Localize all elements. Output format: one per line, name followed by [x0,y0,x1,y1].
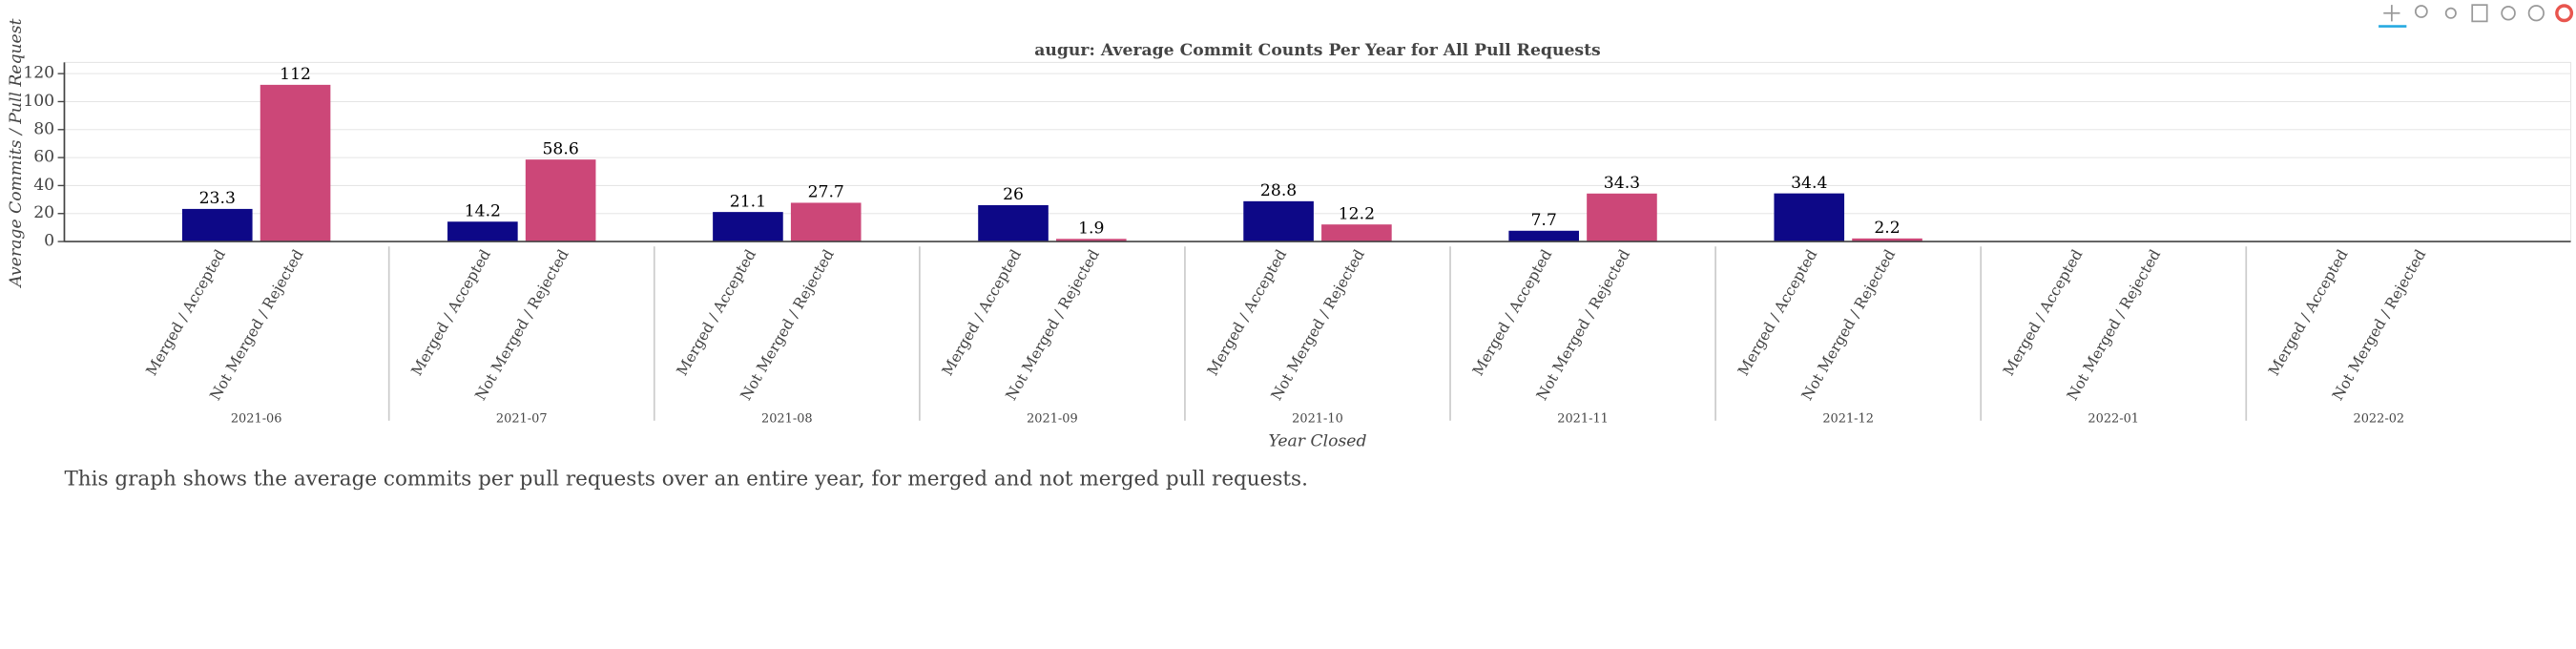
x-tick-label: Merged / Accepted [674,246,759,378]
value-label: 34.3 [1604,174,1640,193]
help-tool[interactable] [2527,5,2545,22]
y-tick-label: 60 [33,148,54,167]
x-axis-label: Year Closed [1268,432,1366,451]
bar [978,204,1049,242]
value-label: 26 [1003,185,1024,204]
x-group-label: 2021-12 [1822,411,1874,426]
bokeh-logo[interactable] [2555,4,2574,23]
value-label: 21.1 [730,192,766,211]
x-tick-label: Merged / Accepted [1469,246,1555,378]
value-label: 27.7 [808,183,844,202]
x-tick-label: Not Merged / Rejected [737,246,838,403]
x-tick-label: Merged / Accepted [143,246,229,378]
bar [525,159,596,242]
value-label: 112 [280,65,311,84]
y-tick-label: 0 [44,232,54,251]
bar [260,84,331,242]
x-tick-label: Merged / Accepted [939,246,1025,378]
x-tick-label: Merged / Accepted [408,246,494,378]
x-tick-label: Not Merged / Rejected [1003,246,1103,403]
x-tick-label: Not Merged / Rejected [1268,246,1368,403]
reset-tool[interactable] [2501,6,2516,21]
bar [1243,200,1314,242]
x-tick-label: Not Merged / Rejected [206,246,306,403]
x-tick-label: Not Merged / Rejected [472,246,572,403]
wheel-zoom-tool[interactable] [2444,7,2457,19]
value-label: 1.9 [1078,219,1104,238]
bar [790,202,862,242]
bar [1508,230,1579,242]
bar [1774,193,1845,242]
y-tick-label: 100 [23,92,54,111]
bar [1852,238,1922,242]
value-label: 34.4 [1791,174,1827,193]
y-tick-label: 80 [33,119,54,138]
x-group-label: 2022-01 [2088,411,2139,426]
x-group-label: 2021-09 [1027,411,1078,426]
y-tick-label: 20 [33,203,54,222]
toolbar [2379,4,2574,28]
x-group-label: 2021-07 [496,411,548,426]
x-tick-label: Merged / Accepted [1735,246,1820,378]
value-label: 14.2 [465,201,501,220]
plot-frame [63,61,2572,242]
description: This graph shows the average commits per… [64,468,1307,492]
value-label: 7.7 [1530,211,1556,230]
x-group-label: 2022-02 [2353,411,2404,426]
x-tick-label: Not Merged / Rejected [1533,246,1633,403]
x-group-label: 2021-10 [1292,411,1343,426]
value-label: 2.2 [1874,219,1900,238]
value-label: 23.3 [199,189,236,208]
bar [447,221,518,242]
x-tick-label: Merged / Accepted [2000,246,2086,378]
pan-tool[interactable] [2383,5,2400,22]
y-axis-label: Average Commits / Pull Request [7,18,26,288]
value-label: 58.6 [542,139,578,158]
zoom-tool[interactable] [2414,5,2428,18]
bar [1321,224,1392,242]
y-tick-label: 120 [23,64,54,83]
x-tick-label: Not Merged / Rejected [1798,246,1899,403]
x-tick-label: Merged / Accepted [1204,246,1290,378]
bar [181,208,253,242]
bar [713,212,783,242]
bar [1055,239,1127,242]
x-tick-label: Not Merged / Rejected [2064,246,2164,403]
x-group-label: 2021-11 [1557,411,1609,426]
value-label: 12.2 [1339,204,1375,223]
x-group-label: 2021-08 [761,411,813,426]
x-tick-label: Merged / Accepted [2265,246,2351,378]
x-group-label: 2021-06 [231,411,282,426]
x-tick-label: Not Merged / Rejected [2329,246,2429,403]
save-tool[interactable] [2471,4,2488,23]
bar [1587,193,1657,242]
y-tick-label: 40 [33,176,54,195]
chart-title: augur: Average Commit Counts Per Year fo… [1034,41,1600,60]
value-label: 28.8 [1260,181,1297,200]
